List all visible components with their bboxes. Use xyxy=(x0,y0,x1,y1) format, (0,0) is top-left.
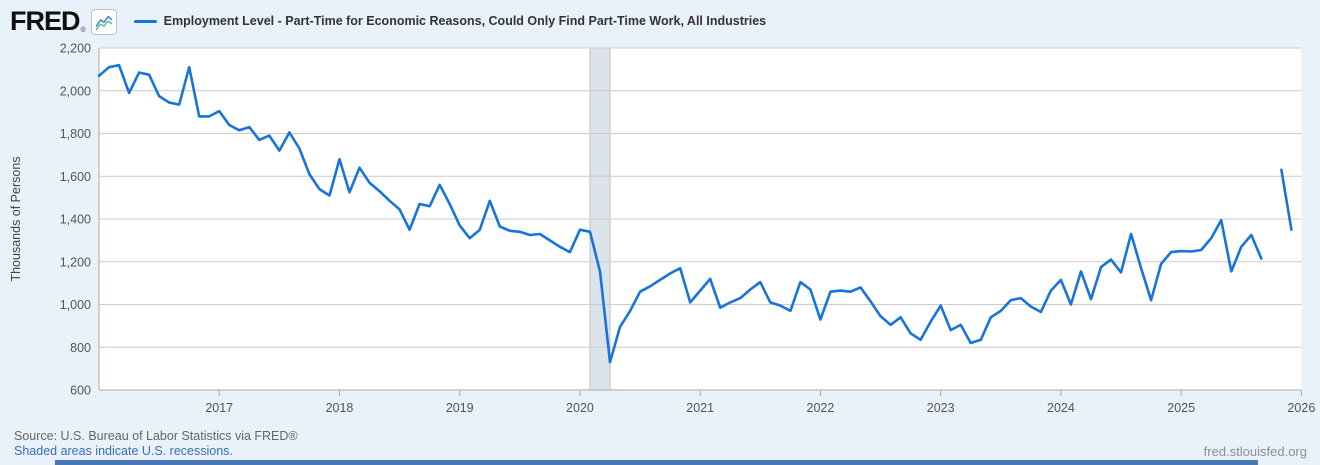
y-tick-label: 800 xyxy=(70,341,91,355)
y-axis-title: Thousands of Persons xyxy=(9,156,23,281)
legend-line-swatch xyxy=(133,19,157,23)
fred-logo-text: FRED xyxy=(10,5,80,36)
x-tick-label: 2026 xyxy=(1287,401,1315,415)
y-tick-label: 1,800 xyxy=(60,127,91,141)
y-tick-label: 1,600 xyxy=(60,170,91,184)
fred-watermark-link[interactable]: fred.stlouisfed.org xyxy=(1203,444,1307,459)
recession-note-link[interactable]: Shaded areas indicate U.S. recessions. xyxy=(14,444,233,458)
x-tick-label: 2019 xyxy=(446,401,474,415)
fred-logo-link[interactable]: FRED ® xyxy=(10,5,117,36)
fred-chart-icon xyxy=(90,8,117,35)
chart-header: FRED ® Employment Level - Part-Time for … xyxy=(10,6,766,36)
y-tick-label: 1,200 xyxy=(60,255,91,269)
y-tick-label: 1,400 xyxy=(60,213,91,227)
x-tick-label: 2021 xyxy=(686,401,714,415)
x-tick-label: 2025 xyxy=(1167,401,1195,415)
y-tick-label: 1,000 xyxy=(60,298,91,312)
series-title: Employment Level - Part-Time for Economi… xyxy=(163,14,767,28)
data-line xyxy=(97,63,1293,364)
source-text: Source: U.S. Bureau of Labor Statistics … xyxy=(14,429,298,443)
y-tick-label: 600 xyxy=(70,384,91,398)
chart-footer: Source: U.S. Bureau of Labor Statistics … xyxy=(14,429,298,459)
y-tick-label: 2,200 xyxy=(60,42,91,56)
chart-plot-area[interactable]: 2,200 2,000 1,800 1,600 1,400 1,200 1,000 800 60… xyxy=(0,0,1320,420)
registered-mark: ® xyxy=(80,26,86,34)
y-tick-label: 2,000 xyxy=(60,84,91,98)
x-tick-label: 2020 xyxy=(566,401,594,415)
x-tick-label: 2023 xyxy=(927,401,955,415)
bottom-blue-strip xyxy=(55,460,1258,465)
x-tick-label: 2017 xyxy=(205,401,233,415)
x-tick-label: 2018 xyxy=(326,401,354,415)
chart-container: 2,200 2,000 1,800 1,600 1,400 1,200 1,000 800 60… xyxy=(0,0,1320,420)
x-tick-label: 2022 xyxy=(807,401,835,415)
x-tick-label: 2024 xyxy=(1047,401,1075,415)
